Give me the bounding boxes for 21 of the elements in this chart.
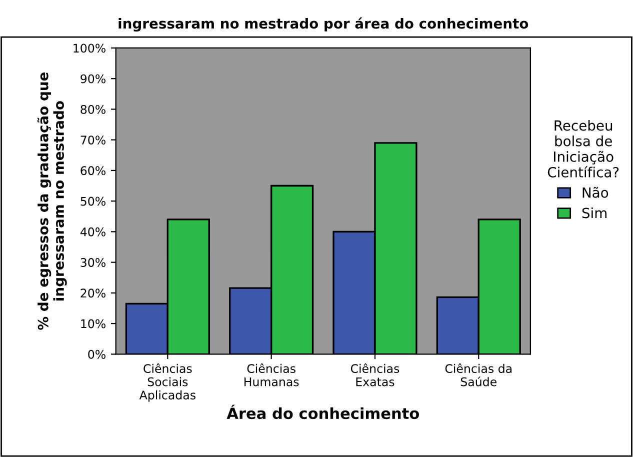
legend-title: Recebeu bolsa de Iniciação Científica?	[548, 120, 619, 178]
x-tick-label: Ciências Sociais Aplicadas	[139, 363, 196, 402]
chart-title: ingressaram no mestrado por área do conhecimento	[118, 17, 528, 32]
y-tick-label: 40%	[80, 227, 106, 236]
x-axis-title: Área do conhecimento	[226, 404, 419, 420]
y-tick-label: 70%	[80, 136, 106, 144]
x-tick-label: Ciências Humanas	[244, 363, 299, 386]
legend-label: Sim	[582, 207, 606, 218]
y-axis-title: % de egressos da graduação que ingressaram no mestrado	[37, 72, 67, 330]
x-tick-label: Ciências Exatas	[350, 363, 400, 386]
y-tick-label: 10%	[81, 319, 106, 328]
y-tick-label: 60%	[80, 166, 106, 176]
legend-label: Não	[582, 186, 608, 198]
x-tick-label: Ciências da Saúde	[445, 363, 512, 386]
y-tick-label: 0%	[88, 350, 106, 359]
y-tick-label: 80%	[80, 104, 106, 114]
y-tick-label: 50%	[80, 196, 106, 206]
y-tick-label: 100%	[74, 44, 106, 53]
y-tick-label: 30%	[80, 258, 106, 267]
y-tick-label: 20%	[80, 288, 106, 298]
y-tick-label: 90%	[80, 74, 106, 84]
